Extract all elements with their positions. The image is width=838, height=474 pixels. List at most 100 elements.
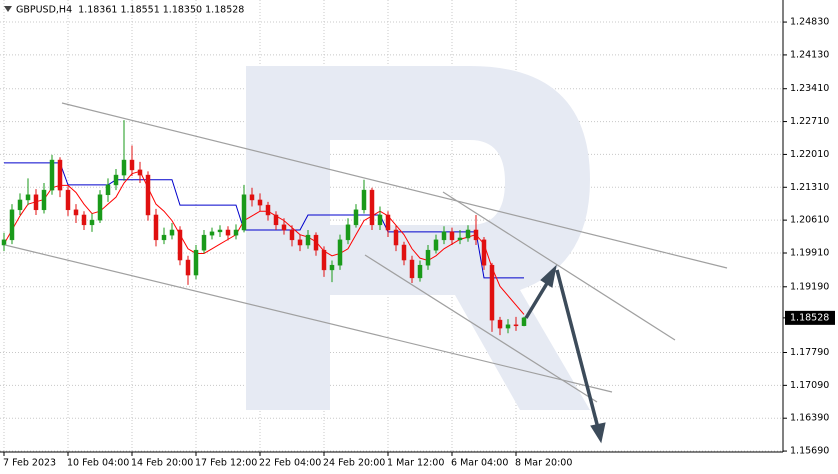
candle-body xyxy=(81,214,87,226)
x-tick-label: 6 Mar 04:00 xyxy=(451,458,508,469)
trend-line xyxy=(61,102,728,269)
candle-body xyxy=(249,194,255,201)
candle-body xyxy=(385,214,391,231)
candle-body xyxy=(105,184,111,196)
candle-body xyxy=(97,194,103,221)
y-tick-label: 1.16390 xyxy=(790,413,829,424)
candle-body xyxy=(41,189,47,211)
candle-body xyxy=(73,209,79,216)
candle-body xyxy=(113,174,119,186)
candle-body xyxy=(185,259,191,276)
trend-line xyxy=(364,254,598,403)
x-tick-label: 8 Mar 20:00 xyxy=(515,458,572,469)
symbol-icon xyxy=(4,6,12,12)
candle-body xyxy=(401,244,407,261)
y-tick-label: 1.24830 xyxy=(790,17,829,28)
candle-body xyxy=(305,234,311,246)
candle-body xyxy=(33,194,39,211)
indicator-line xyxy=(4,162,524,279)
candle-body xyxy=(473,229,479,241)
trend-lines xyxy=(4,102,728,403)
candle-body xyxy=(457,237,463,241)
candle-body xyxy=(329,264,335,271)
y-tick-label: 1.22010 xyxy=(790,149,829,160)
arrowhead xyxy=(540,264,557,288)
candle-body xyxy=(353,209,359,226)
candle-body xyxy=(89,219,95,226)
candle-body xyxy=(337,239,343,266)
candle-body xyxy=(9,209,15,241)
x-tick-label: 14 Feb 20:00 xyxy=(131,458,193,469)
candle-body xyxy=(177,229,183,261)
x-tick-label: 22 Feb 04:00 xyxy=(259,458,321,469)
y-tick-label: 1.19910 xyxy=(790,247,829,258)
x-tick-label: 7 Feb 2023 xyxy=(3,458,56,469)
candle-body xyxy=(465,229,471,239)
candle-body xyxy=(233,229,239,236)
arrowhead xyxy=(590,422,606,444)
candle-body xyxy=(257,199,263,206)
x-tick-label: 24 Feb 20:00 xyxy=(323,458,385,469)
y-tick-label: 1.24130 xyxy=(790,49,829,60)
x-tick-label: 1 Mar 12:00 xyxy=(387,458,444,469)
price-label: 1.18528 xyxy=(790,312,829,323)
candle-body xyxy=(145,174,151,216)
trend-line xyxy=(4,244,613,393)
candle-body xyxy=(193,249,199,276)
y-tick-label: 1.17790 xyxy=(790,347,829,358)
candle-body xyxy=(281,224,287,231)
candle-body xyxy=(265,204,271,216)
candle-body xyxy=(137,169,143,176)
candle-body xyxy=(17,199,23,211)
candle-body xyxy=(505,324,511,329)
watermark xyxy=(246,66,590,410)
candle-body xyxy=(65,189,71,211)
candle-body xyxy=(297,239,303,246)
candle-body xyxy=(161,234,167,241)
y-tick-label: 1.15690 xyxy=(790,446,829,457)
y-tick-label: 1.23410 xyxy=(790,83,829,94)
candle-body xyxy=(241,194,247,231)
candle-body xyxy=(289,229,295,241)
candle-body xyxy=(417,264,423,279)
candle-body xyxy=(481,239,487,266)
candle-body xyxy=(1,239,7,246)
y-tick-label: 1.19190 xyxy=(790,281,829,292)
candle-body xyxy=(57,159,63,191)
candles xyxy=(1,120,527,336)
candle-body xyxy=(393,229,399,246)
candle-body xyxy=(425,249,431,266)
indicators xyxy=(3,162,525,315)
candle-body xyxy=(129,159,135,171)
axes: 1.24830 1.24130 1.23410 1.22710 1.22010 1.213… xyxy=(3,17,835,469)
chart-title: GBPUSD,H4 1.18361 1.18551 1.18350 1.1852… xyxy=(16,5,244,16)
candle-body xyxy=(209,231,215,236)
y-tick-label: 1.21310 xyxy=(790,182,829,193)
arrow xyxy=(555,269,600,429)
candle-body xyxy=(225,229,231,236)
candle-body xyxy=(49,159,55,191)
candle-body xyxy=(361,189,367,211)
candle-body xyxy=(377,214,383,226)
indicator-line xyxy=(3,170,525,315)
candle-body xyxy=(513,324,519,327)
trend-line xyxy=(442,191,676,341)
candle-body xyxy=(409,259,415,279)
candle-body xyxy=(369,189,375,226)
candle-body xyxy=(121,159,127,176)
forecast-arrows xyxy=(524,264,606,444)
candle-body xyxy=(521,317,527,326)
candle-body xyxy=(153,214,159,241)
candle-body xyxy=(313,234,319,251)
candle-body xyxy=(201,234,207,251)
candle-body xyxy=(441,231,447,241)
x-tick-label: 17 Feb 12:00 xyxy=(195,458,257,469)
candle-body xyxy=(489,264,495,321)
candle-body xyxy=(25,194,31,201)
y-tick-label: 1.17090 xyxy=(790,380,829,391)
arrow xyxy=(524,279,551,319)
candle-body xyxy=(449,231,455,241)
candle-body xyxy=(273,214,279,226)
candle-body xyxy=(345,224,351,241)
